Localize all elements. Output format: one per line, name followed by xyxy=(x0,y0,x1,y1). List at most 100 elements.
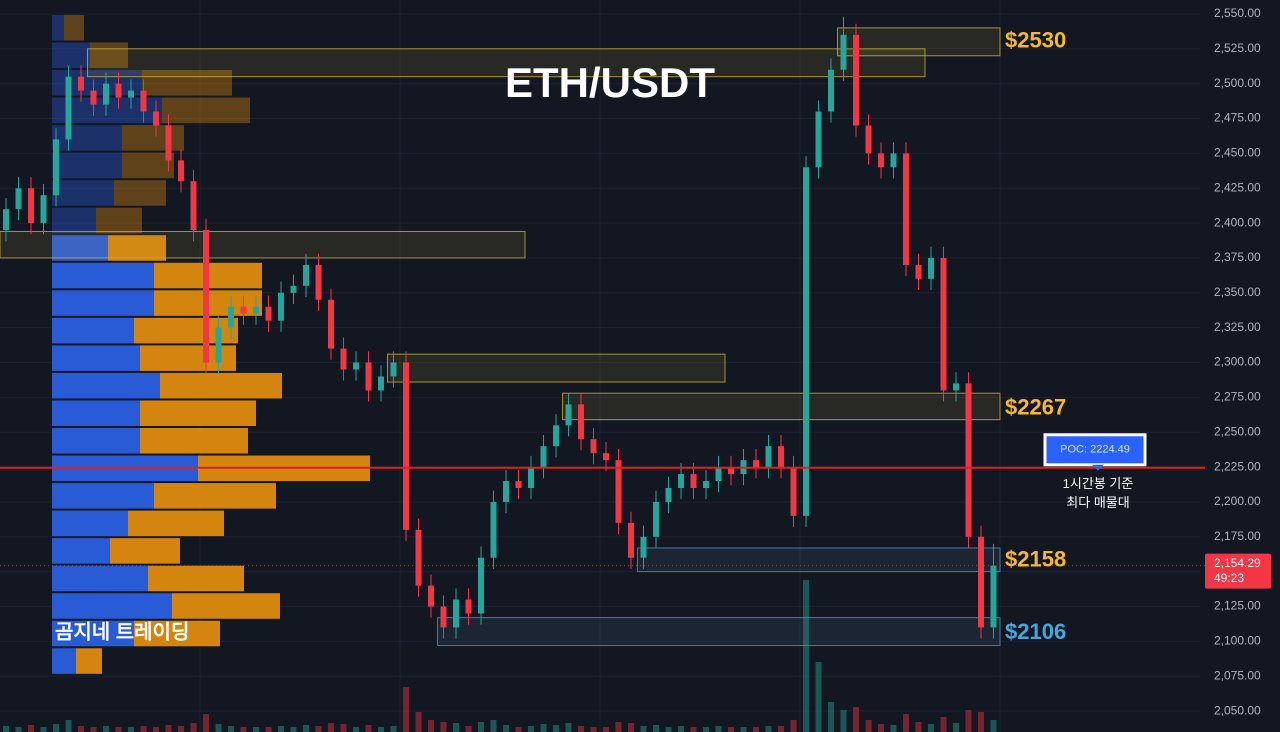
candle-body xyxy=(453,599,459,628)
profile-sell xyxy=(140,428,248,454)
zone xyxy=(637,547,1001,573)
candle-body xyxy=(90,90,97,105)
candle-body xyxy=(803,167,809,516)
volume-bar xyxy=(553,725,559,732)
y-tick-label: 2,550.00 xyxy=(1214,6,1261,20)
candle-body xyxy=(440,606,447,628)
volume-bar xyxy=(328,723,334,732)
volume-bar xyxy=(878,724,884,732)
volume-bar xyxy=(390,726,397,732)
candle-body xyxy=(165,125,172,161)
profile-sell xyxy=(122,125,184,151)
volume-bar xyxy=(665,727,672,732)
volume-bar xyxy=(865,720,872,732)
volume-bar xyxy=(15,727,22,732)
candle-body xyxy=(178,160,184,182)
profile-sell xyxy=(148,565,244,592)
volume-bar xyxy=(103,726,109,732)
volume-bar xyxy=(453,723,459,732)
volume-bar xyxy=(365,725,372,732)
y-tick-label: 2,425.00 xyxy=(1214,180,1261,194)
volume-bar xyxy=(753,727,759,732)
volume-bar xyxy=(540,724,547,732)
profile-buy xyxy=(52,14,64,41)
volume-bar xyxy=(253,727,259,732)
candle-body xyxy=(415,529,422,586)
y-tick-label: 2,300.00 xyxy=(1214,355,1261,369)
y-tick-label: 2,175.00 xyxy=(1214,529,1261,543)
candle-body xyxy=(928,257,934,279)
volume-bar xyxy=(590,727,597,732)
candle-body xyxy=(878,153,884,168)
volume-bar xyxy=(178,726,184,732)
volume-bar xyxy=(853,707,859,732)
volume-bar xyxy=(915,722,922,732)
volume-bar xyxy=(828,702,834,732)
volume-bar xyxy=(315,726,322,732)
candle-body xyxy=(403,362,409,530)
volume-bar xyxy=(703,727,709,732)
profile-sell xyxy=(110,538,180,564)
candle-body xyxy=(353,362,359,370)
candle-body xyxy=(715,467,722,482)
profile-sell xyxy=(134,620,220,647)
profile-buy xyxy=(52,620,134,647)
candle-body xyxy=(653,501,659,537)
profile-sell xyxy=(160,372,282,399)
candle-body xyxy=(765,446,772,468)
volume-bar xyxy=(90,727,97,732)
level-label: $2106 xyxy=(1005,619,1066,644)
volume-bar xyxy=(340,724,347,732)
volume-bar xyxy=(990,720,997,732)
volume-bar xyxy=(740,727,747,732)
profile-sell xyxy=(140,400,256,426)
profile-buy xyxy=(52,235,108,261)
candle-body xyxy=(65,76,72,140)
volume-bar xyxy=(615,722,622,732)
candle-body xyxy=(128,90,134,98)
volume-bar xyxy=(3,726,9,732)
candle-body xyxy=(140,90,147,112)
volume-bar xyxy=(353,727,359,732)
y-tick-label: 2,375.00 xyxy=(1214,250,1261,264)
watermark: 곰지네 트레이딩 xyxy=(55,620,189,643)
volume-bar xyxy=(840,710,847,732)
level-label: $2267 xyxy=(1005,394,1066,419)
profile-buy xyxy=(52,317,134,344)
profile-sell xyxy=(114,180,166,206)
candle-body xyxy=(703,481,709,488)
volume-bar xyxy=(640,726,647,732)
volume-bar xyxy=(565,723,572,732)
zone xyxy=(437,617,1001,647)
candle-body xyxy=(853,34,859,126)
profile-sell xyxy=(128,510,224,537)
candle-body xyxy=(328,299,334,349)
profile-sell xyxy=(162,97,250,124)
profile-sell xyxy=(134,317,238,344)
level-label: $2158 xyxy=(1005,546,1066,571)
volume-bar xyxy=(78,726,84,732)
candle-body xyxy=(303,264,309,286)
volume-bar xyxy=(678,726,684,732)
candle-body xyxy=(903,153,909,265)
candle-body xyxy=(428,585,434,607)
profile-buy xyxy=(52,207,96,234)
candle-body xyxy=(315,264,322,300)
volume-bar xyxy=(215,724,222,732)
volume-bar xyxy=(515,727,522,732)
candle-body xyxy=(790,467,797,516)
profile-sell xyxy=(108,235,166,261)
candle-body xyxy=(340,348,347,370)
volume-bar xyxy=(165,725,172,732)
volume-bar xyxy=(440,722,447,732)
candle-body xyxy=(815,111,822,168)
candle-body xyxy=(290,285,297,293)
volume-bar xyxy=(278,726,284,732)
profile-buy xyxy=(52,400,140,426)
y-tick-label: 2,450.00 xyxy=(1214,146,1261,160)
candle-body xyxy=(378,376,384,391)
candle-body xyxy=(965,383,972,537)
profile-sell xyxy=(64,14,84,41)
profile-buy xyxy=(52,648,76,674)
